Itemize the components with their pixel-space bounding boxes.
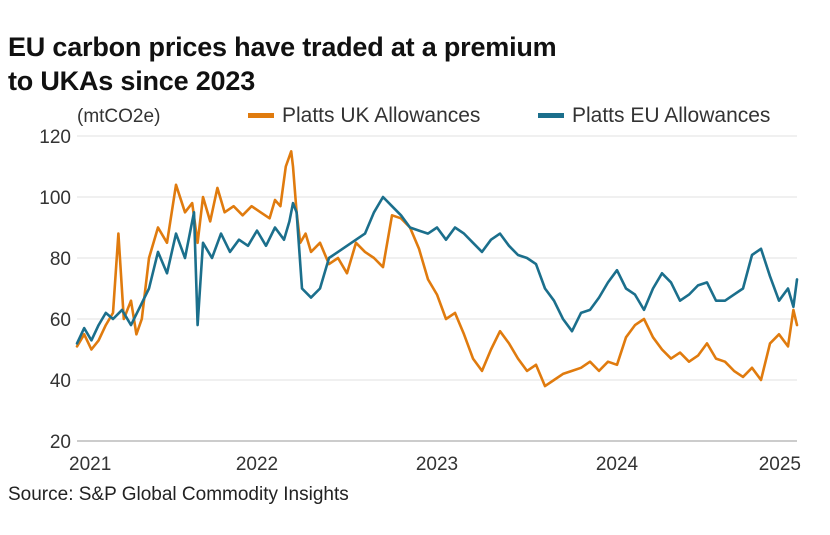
line-chart: 20 40 60 80 100 120 2021 2022 2023 2024 2025 (mtC…	[39, 104, 801, 475]
y-tick-label: 80	[50, 249, 71, 270]
legend-label-uk: Platts UK Allowances	[282, 104, 480, 127]
y-axis-unit-label: (mtCO2e)	[77, 106, 160, 127]
chart-title-line-1: EU carbon prices have traded at a premiu…	[8, 32, 557, 62]
legend-label-eu: Platts EU Allowances	[572, 104, 770, 127]
chart-title-line-2: to UKAs since 2023	[8, 66, 256, 96]
x-tick-label: 2021	[69, 454, 111, 475]
series-line-uk-allowances	[75, 150, 799, 388]
legend-swatch-uk	[248, 113, 274, 118]
series-line-eu-allowances	[75, 195, 799, 345]
x-tick-label: 2022	[236, 454, 278, 475]
chart-title: EU carbon prices have traded at a premiu…	[8, 30, 808, 98]
y-tick-label: 40	[50, 371, 71, 392]
legend-swatch-eu	[538, 113, 564, 118]
y-tick-label: 100	[39, 188, 71, 209]
gridlines	[77, 135, 797, 442]
y-tick-label: 120	[39, 127, 71, 148]
x-tick-label: 2024	[596, 454, 639, 475]
series-lines	[75, 150, 799, 388]
x-tick-label: 2025	[759, 454, 801, 475]
y-tick-label: 60	[50, 310, 71, 331]
source-note: Source: S&P Global Commodity Insights	[8, 484, 349, 505]
x-tick-label: 2023	[416, 454, 458, 475]
x-axis-ticks: 2021 2022 2023 2024 2025	[69, 454, 801, 475]
y-axis-ticks: 20 40 60 80 100 120	[39, 127, 71, 453]
legend: Platts UK Allowances Platts EU Allowance…	[248, 104, 770, 127]
y-tick-label: 20	[50, 432, 71, 453]
